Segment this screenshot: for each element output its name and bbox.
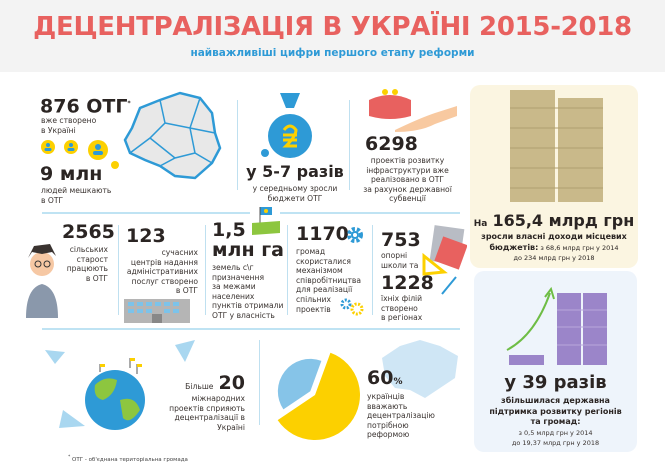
otg-count: 876 ОТГ* [40,95,131,118]
cnap-count: 123 [126,225,166,247]
intl-projects: Більше 20 міжнародних проектів сприяють де… [169,372,245,432]
starosta-person-icon [26,244,58,318]
cnap-text: сучасних центрів надання адміністративних п… [126,248,198,296]
money-growth-icon [506,286,607,365]
revenue-detail: бюджетів: з 68,6 млрд грн у 2014 до 234 м… [489,243,619,262]
land-value: 1,5 млн га [212,219,284,261]
starosta-count: 2565 [62,221,115,243]
otg-map-icon [123,91,222,180]
divider [349,100,350,190]
divider [287,225,288,315]
divider [42,212,250,214]
people-count: 9 млн [40,163,103,185]
footnote: * ОТГ - об'єднана територіальна громада [68,455,188,463]
schools-count: 753 [381,229,421,251]
divider [372,225,373,315]
branches-count: 1228 [381,272,434,294]
revenue-text: зросли власні доходи місцевих [481,232,627,241]
land-text: земель с\г призначення за межами населених п… [212,263,284,320]
page-subtitle: найважливіші цифри першого етапу реформи [190,47,475,59]
ukraine-map-icon [382,340,458,398]
divider [42,328,460,330]
people-text: людей мешкають в ОТГ [41,186,112,205]
money-bag-icon [261,93,312,158]
page-title: ДЕЦЕНТРАЛІЗАЦІЯ В УКРАЇНІ 2015-2018 [33,12,632,42]
header-band [0,0,665,72]
schools-text: опорні школи та [381,251,419,270]
survey-pie-chart [277,352,360,440]
projects-count: 6298 [365,133,418,155]
coop-text: громад скористалися механізмом співробітниц… [296,247,362,314]
building-icon [124,299,190,323]
gear-icon [347,227,363,243]
projects-text: проектів розвитку інфраструктури вже реалі… [363,156,452,204]
pie-slice-agree [277,352,360,440]
divider [205,225,206,315]
divider [280,212,460,214]
globe-planes-icon [45,340,195,430]
gears-icon [340,298,364,316]
divider [237,100,238,190]
starosta-text: сільських старост працюють в ОТГ [66,245,108,283]
budget-text: у середньому зросли бюджети ОТГ [252,184,338,203]
support-detail: з 0,5 млрд грн у 2014 до 19,37 млрд грн у… [511,429,600,447]
divider [118,225,119,315]
support-text: збільшилася державна підтримка розвитку р… [489,396,622,426]
people-icon [41,140,119,169]
field-flag-icon [252,207,280,235]
support-headline: у 39 разів [504,372,607,393]
wallet-hand-icon [369,89,457,132]
pie-slice-other [277,358,322,410]
revenue-headline: На 165,4 млрд грн [473,211,635,230]
branches-text: їхніх філій створено в регіонах [381,294,423,323]
survey-result: 60% українців вважають децентралізацію потр… [367,367,435,440]
coop-count: 1170 [296,223,349,245]
budget-growth: у 5-7 разів [246,162,344,181]
otg-text: вже створено в Україні [41,116,97,135]
divider [259,340,260,425]
support-panel [474,271,637,452]
school-supplies-icon [422,225,467,295]
money-stacks-icon [510,90,603,202]
